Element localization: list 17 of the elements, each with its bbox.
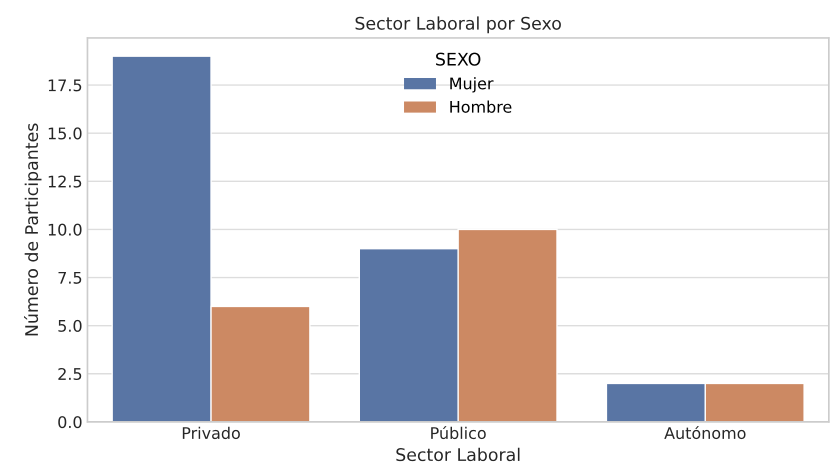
y-tick-label: 17.5 — [48, 79, 82, 92]
legend-label: Hombre — [450, 100, 512, 113]
y-tick-label: 10.0 — [48, 224, 82, 236]
x-tick-label: Público — [431, 426, 486, 440]
legend-label: Mujer — [450, 77, 494, 93]
y-tick-label: 15.0 — [48, 127, 82, 140]
y-tick-label: 5.0 — [58, 320, 82, 332]
x-axis-title: Sector Laboral — [396, 448, 520, 462]
y-axis-title: Número de Participantes — [24, 124, 42, 336]
y-tick-label: 2.5 — [58, 368, 82, 380]
y-tick-label: 12.5 — [48, 176, 82, 188]
legend-title: SEXO — [436, 52, 480, 66]
x-tick-label: Autónomo — [664, 426, 746, 440]
y-tick-label: 7.5 — [58, 272, 82, 284]
chart-title: Sector Laboral por Sexo — [356, 16, 561, 34]
x-tick-label: Privado — [182, 426, 240, 440]
y-tick-label: 0.0 — [58, 416, 82, 428]
